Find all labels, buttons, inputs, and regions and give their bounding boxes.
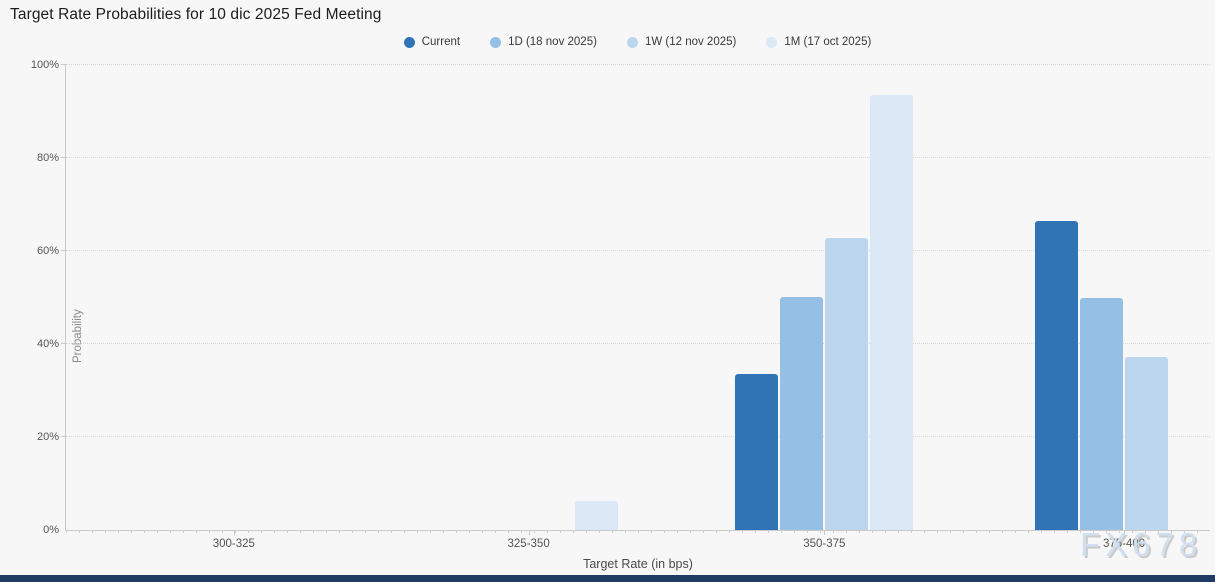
bar-350-375-1m	[870, 95, 914, 530]
bar-group-375-400	[1034, 65, 1214, 530]
x-tick-label-325-350: 325-350	[507, 538, 550, 550]
y-tick-label-0: 0%	[43, 524, 59, 536]
legend: Current 1D (18 nov 2025) 1W (12 nov 2025) 1…	[65, 36, 1210, 48]
bar-375-400-current	[1035, 220, 1079, 530]
gridline-80	[66, 157, 1210, 158]
bar-375-400-1w	[1125, 357, 1169, 530]
bottom-bar	[0, 575, 1215, 582]
x-axis-title: Target Rate (in bps)	[583, 557, 693, 571]
legend-dot-icon	[626, 36, 638, 48]
y-tick-label-80: 80%	[36, 152, 59, 164]
bar-375-400-1d	[1080, 298, 1124, 530]
y-tick-label-20: 20%	[36, 431, 59, 443]
x-axis-tick	[824, 530, 826, 535]
y-axis-tick	[61, 250, 66, 251]
bar-350-375-current	[735, 374, 779, 530]
y-axis-tick	[61, 343, 66, 344]
x-tick-label-350-375: 350-375	[803, 538, 846, 550]
bar-350-375-1w	[825, 237, 869, 530]
x-tick-label-300-325: 300-325	[212, 538, 255, 550]
legend-dot-icon	[490, 36, 502, 48]
plot-area: Probability Target Rate (in bps) 0% 20% 40…	[31, 59, 1210, 571]
y-tick-label-60: 60%	[36, 245, 59, 257]
x-axis-tick	[1124, 530, 1126, 535]
x-tick-label-375-400: 375-400	[1102, 538, 1146, 550]
gridline-40	[66, 343, 1210, 344]
bar-group-350-375	[734, 65, 914, 530]
y-axis-tick	[61, 157, 66, 158]
legend-dot-icon	[766, 36, 778, 48]
x-axis-tick	[233, 530, 235, 535]
y-axis-tick	[61, 64, 66, 65]
bar-group-300-325	[144, 65, 324, 530]
legend-item-current[interactable]: Current	[403, 36, 461, 48]
gridline-20	[66, 436, 1210, 437]
bar-group-325-350	[439, 65, 619, 530]
x-axis-tick	[528, 530, 530, 535]
legend-item-1d[interactable]: 1D (18 nov 2025)	[490, 36, 597, 48]
bar-325-350-1m	[574, 501, 618, 530]
y-axis-tick	[61, 436, 66, 437]
chart-title: Target Rate Probabilities for 10 dic 202…	[10, 6, 382, 23]
bar-350-375-1d	[780, 296, 824, 530]
legend-label: 1M (17 oct 2025)	[784, 36, 872, 48]
legend-label: 1W (12 nov 2025)	[644, 36, 737, 48]
legend-label: Current	[421, 36, 461, 48]
legend-item-1w[interactable]: 1W (12 nov 2025)	[626, 36, 737, 48]
y-axis-title: Probability	[72, 309, 84, 363]
y-tick-label-100: 100%	[30, 59, 59, 71]
y-tick-label-40: 40%	[36, 338, 59, 350]
gridline-60	[66, 250, 1210, 251]
legend-dot-icon	[403, 36, 415, 48]
gridline-100	[66, 64, 1210, 65]
legend-item-1m[interactable]: 1M (17 oct 2025)	[766, 36, 871, 48]
legend-label: 1D (18 nov 2025)	[508, 36, 597, 48]
